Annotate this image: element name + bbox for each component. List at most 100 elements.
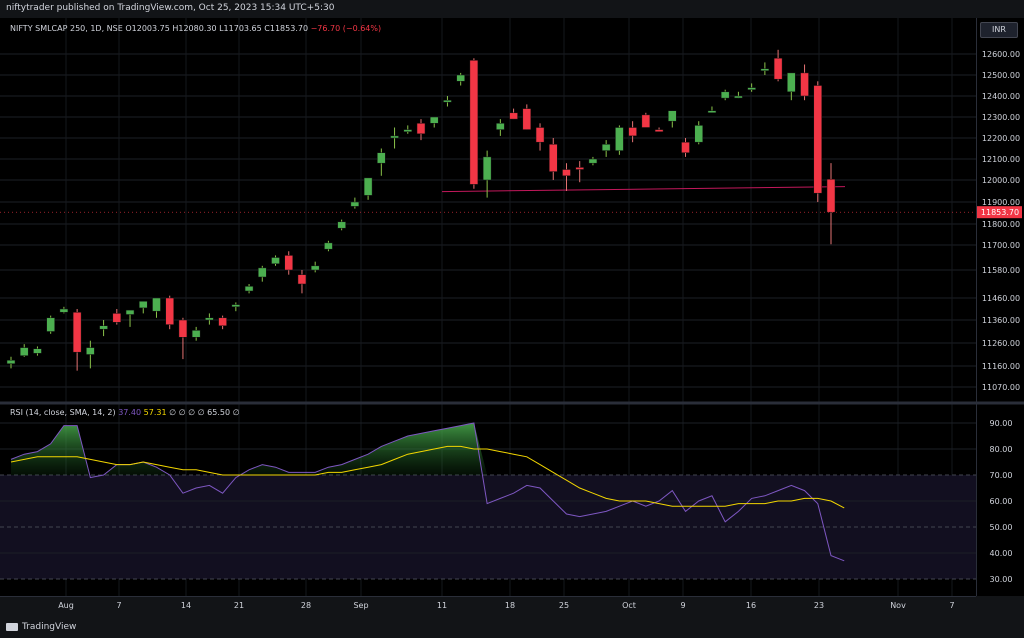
candle-body bbox=[244, 286, 254, 292]
rsi-axis-label: 80.00 bbox=[990, 445, 1013, 454]
time-axis-label: Nov bbox=[890, 601, 906, 610]
time-axis-label: Sep bbox=[353, 601, 368, 610]
candle-body bbox=[59, 308, 69, 313]
candle-body bbox=[813, 85, 823, 194]
candle-body bbox=[165, 297, 174, 325]
candle-body bbox=[99, 325, 108, 330]
candle-body bbox=[33, 348, 42, 354]
price-axis-label: 12100.00 bbox=[982, 155, 1020, 164]
publisher-text: niftytrader published on TradingView.com… bbox=[6, 3, 335, 13]
price-axis-label: 11460.00 bbox=[982, 294, 1020, 303]
candle-body bbox=[562, 169, 571, 177]
candle-body bbox=[734, 95, 743, 99]
candle-body bbox=[694, 125, 703, 143]
support-line bbox=[441, 186, 846, 193]
price-axis[interactable] bbox=[976, 18, 1024, 596]
price-axis-label: 11800.00 bbox=[982, 220, 1020, 229]
candle-body bbox=[482, 156, 492, 181]
time-axis-label: 16 bbox=[746, 601, 756, 610]
rsi-axis-label: 50.00 bbox=[990, 523, 1013, 532]
rsi-legend: RSI (14, close, SMA, 14, 2) 37.40 57.31 … bbox=[10, 408, 240, 417]
low-value: L11703.65 bbox=[219, 24, 262, 33]
rsi-extra-value: 65.50 bbox=[207, 408, 231, 417]
candle-body bbox=[588, 158, 598, 164]
candle-body bbox=[284, 255, 293, 271]
time-axis-label: 9 bbox=[680, 601, 685, 610]
candle-body bbox=[72, 312, 82, 353]
candle-body bbox=[456, 74, 465, 82]
rsi-sma-value: 57.31 bbox=[143, 408, 167, 417]
rsi-label[interactable]: RSI (14, close, SMA, 14, 2) bbox=[10, 408, 116, 417]
candle-body bbox=[549, 144, 558, 172]
rsi-value: 37.40 bbox=[118, 408, 142, 417]
candle-body bbox=[310, 265, 320, 271]
high-value: H12080.30 bbox=[172, 24, 217, 33]
candle-body bbox=[19, 347, 29, 356]
candle-body bbox=[681, 141, 690, 153]
candle-body bbox=[522, 108, 532, 130]
candle-body bbox=[509, 112, 518, 120]
change-value: −76.70 (−0.64%) bbox=[310, 24, 382, 33]
tradingview-brand: TradingView bbox=[22, 622, 77, 632]
candle-body bbox=[377, 152, 386, 164]
rsi-line bbox=[10, 422, 845, 562]
candle-body bbox=[496, 123, 505, 130]
candle-body bbox=[429, 116, 439, 124]
candle-body bbox=[363, 177, 373, 196]
candle-body bbox=[615, 127, 624, 151]
candle-body bbox=[152, 297, 161, 312]
candle-body bbox=[86, 347, 95, 355]
candle-body bbox=[297, 274, 307, 285]
time-axis-label: 21 bbox=[234, 601, 244, 610]
tradingview-logo[interactable]: TradingView bbox=[6, 622, 76, 632]
candle-body bbox=[668, 110, 677, 122]
candle-body bbox=[218, 317, 227, 326]
time-axis-label: Oct bbox=[622, 601, 636, 610]
rsi-placeholders: ∅ ∅ ∅ ∅ bbox=[169, 408, 205, 417]
rsi-axis-label: 40.00 bbox=[990, 549, 1013, 558]
time-axis-label: 7 bbox=[116, 601, 121, 610]
time-axis-label: 18 bbox=[505, 601, 515, 610]
candle-body bbox=[350, 201, 360, 207]
price-axis-label: 12500.00 bbox=[982, 71, 1020, 80]
price-axis-label: 11360.00 bbox=[982, 316, 1020, 325]
candle-body bbox=[6, 360, 16, 364]
rsi-axis-label: 30.00 bbox=[990, 575, 1013, 584]
candle-body bbox=[324, 242, 333, 250]
candle-body bbox=[178, 319, 188, 338]
candle-body bbox=[747, 87, 756, 90]
candle-body bbox=[443, 99, 452, 103]
price-axis-label: 11700.00 bbox=[982, 241, 1020, 250]
rsi-axis-label: 70.00 bbox=[990, 471, 1013, 480]
currency-button[interactable]: INR bbox=[980, 22, 1018, 38]
symbol-legend: NIFTY SMLCAP 250, 1D, NSE O12003.75 H120… bbox=[10, 24, 381, 33]
rsi-extra-placeholder: ∅ bbox=[232, 408, 240, 417]
candle-body bbox=[46, 317, 55, 332]
symbol-label[interactable]: NIFTY SMLCAP 250, 1D, NSE bbox=[10, 24, 123, 33]
time-axis-label: 25 bbox=[559, 601, 569, 610]
current-price-label: 11853.70 bbox=[981, 208, 1019, 217]
time-axis-label: Aug bbox=[58, 601, 74, 610]
candle-body bbox=[139, 301, 148, 309]
rsi-overbought-fill bbox=[11, 423, 845, 475]
candle-body bbox=[773, 57, 783, 80]
candle-body bbox=[707, 110, 717, 113]
candle-body bbox=[205, 317, 214, 321]
open-value: O12003.75 bbox=[125, 24, 170, 33]
candle-body bbox=[390, 135, 399, 139]
candle-body bbox=[826, 178, 836, 213]
candle-body bbox=[258, 267, 267, 278]
price-axis-label: 12600.00 bbox=[982, 50, 1020, 59]
time-axis-label: 28 bbox=[301, 601, 311, 610]
price-axis-label: 12000.00 bbox=[982, 176, 1020, 185]
price-axis-label: 12200.00 bbox=[982, 134, 1020, 143]
candle-body bbox=[231, 304, 241, 308]
tradingview-logo-icon bbox=[6, 623, 18, 631]
candle-body bbox=[628, 127, 637, 137]
candle-body bbox=[271, 257, 280, 264]
footer-bar bbox=[0, 619, 1024, 638]
price-axis-label: 11580.00 bbox=[982, 266, 1020, 275]
current-price-tag bbox=[977, 206, 1022, 219]
price-axis-label: 11070.00 bbox=[982, 383, 1020, 392]
